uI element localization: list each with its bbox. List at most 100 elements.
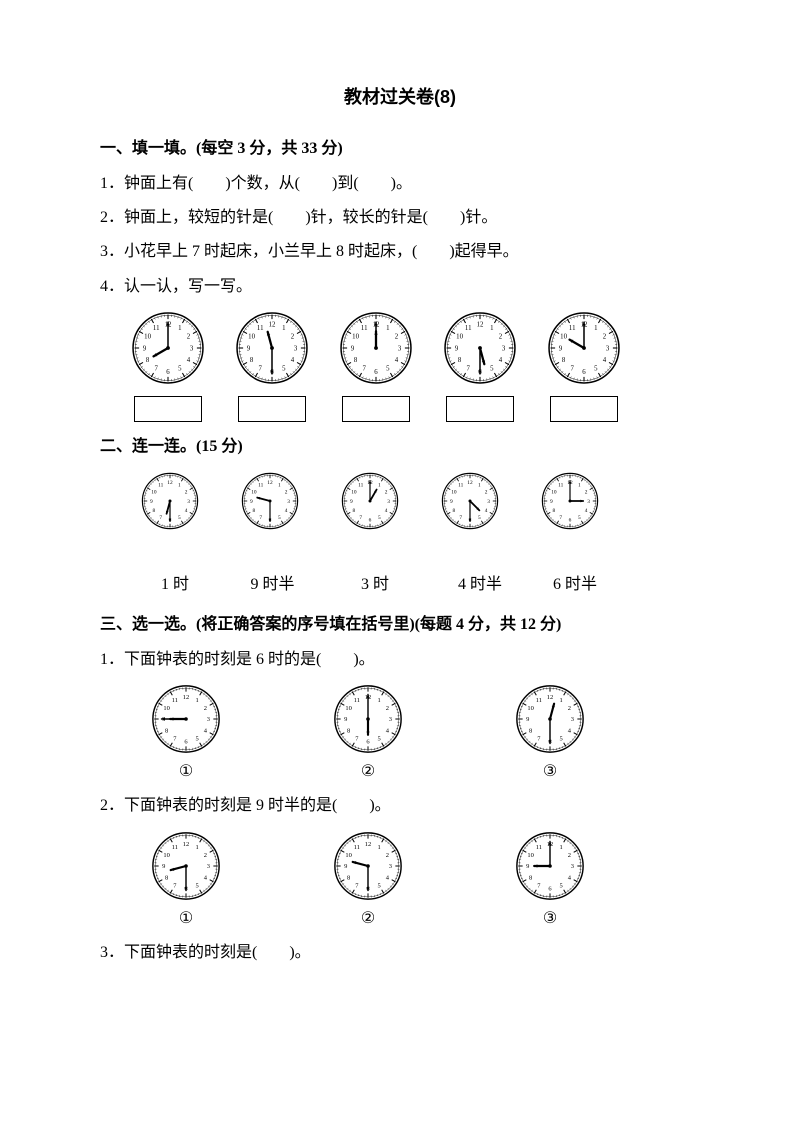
svg-text:5: 5 [196,736,199,743]
svg-text:5: 5 [378,514,381,520]
svg-text:8: 8 [146,357,150,364]
svg-text:5: 5 [478,514,481,520]
svg-text:3: 3 [587,498,590,504]
s2-clock-5: 121234567891011 [540,471,600,542]
svg-text:5: 5 [196,882,199,889]
answer-box[interactable] [342,396,410,422]
svg-text:5: 5 [178,366,182,373]
s2-label-3: 3 时 [325,570,425,600]
svg-text:2: 2 [204,705,207,712]
svg-text:5: 5 [178,514,181,520]
option-label: ② [361,757,375,787]
svg-text:9: 9 [250,498,253,504]
q3-3: 3．下面钟表的时刻是( )。 [100,938,700,968]
svg-text:3: 3 [287,498,290,504]
svg-text:12: 12 [183,694,189,701]
svg-text:8: 8 [347,874,350,881]
svg-text:8: 8 [165,874,168,881]
svg-text:5: 5 [594,366,598,373]
page-title: 教材过关卷(8) [100,80,700,114]
svg-text:6: 6 [166,369,170,376]
svg-text:12: 12 [183,841,189,848]
s2-clock-row: 1212345678910111212345678910111212345678… [140,471,700,542]
svg-text:11: 11 [558,482,563,488]
svg-text:6: 6 [374,369,378,376]
svg-text:2: 2 [499,334,503,341]
svg-text:2: 2 [185,489,188,495]
option-label: ① [179,757,193,787]
svg-text:4: 4 [291,357,295,364]
s1-clock-4: 121234567891011 [442,310,518,422]
svg-text:1: 1 [378,844,381,851]
svg-text:1: 1 [378,697,381,704]
svg-text:11: 11 [158,482,163,488]
svg-text:11: 11 [358,482,363,488]
answer-box[interactable] [134,396,202,422]
svg-text:9: 9 [526,716,529,723]
svg-text:8: 8 [347,727,350,734]
q1-4: 4．认一认，写一写。 [100,272,700,302]
svg-text:8: 8 [153,508,156,514]
svg-text:7: 7 [571,366,575,373]
svg-text:7: 7 [559,514,562,520]
svg-text:9: 9 [247,345,251,352]
section1-heading: 一、填一填。(每空 3 分，共 33 分) [100,134,700,164]
svg-text:12: 12 [365,841,371,848]
svg-text:5: 5 [578,514,581,520]
svg-text:2: 2 [187,334,191,341]
svg-text:4: 4 [185,508,188,514]
s2-label-row: 1 时9 时半3 时4 时半6 时半 [130,570,700,600]
svg-text:11: 11 [354,844,360,851]
svg-text:6: 6 [569,517,572,523]
svg-text:1: 1 [594,325,597,332]
answer-box[interactable] [446,396,514,422]
section3-heading: 三、选一选。(将正确答案的序号填在括号里)(每题 4 分，共 12 分) [100,610,700,640]
s1-clock-5: 121234567891011 [546,310,622,422]
svg-text:9: 9 [350,498,353,504]
s3q2-opt-3: 121234567891011③ [514,830,586,934]
svg-text:10: 10 [527,852,533,859]
svg-text:9: 9 [450,498,453,504]
svg-text:1: 1 [178,482,181,488]
svg-text:7: 7 [155,366,159,373]
svg-text:6: 6 [582,369,586,376]
q3-2: 2．下面钟表的时刻是 9 时半的是( )。 [100,791,700,821]
svg-text:4: 4 [485,508,488,514]
svg-text:11: 11 [465,325,472,332]
svg-text:2: 2 [585,489,588,495]
svg-text:1: 1 [478,482,481,488]
s1-clock-2: 121234567891011 [234,310,310,422]
answer-box[interactable] [238,396,306,422]
svg-text:7: 7 [259,366,263,373]
svg-text:2: 2 [603,334,607,341]
svg-text:4: 4 [585,508,588,514]
svg-text:3: 3 [571,716,574,723]
q1-2: 2．钟面上，较短的针是( )针，较长的针是( )针。 [100,203,700,233]
svg-text:1: 1 [378,482,381,488]
svg-text:9: 9 [526,863,529,870]
svg-text:10: 10 [248,334,255,341]
svg-text:3: 3 [398,345,402,352]
svg-text:2: 2 [386,852,389,859]
svg-text:10: 10 [345,852,351,859]
svg-text:11: 11 [536,844,542,851]
s3q2-opt-1: 121234567891011① [150,830,222,934]
s2-clock-3: 121234567891011 [340,471,400,542]
svg-text:7: 7 [467,366,471,373]
svg-text:7: 7 [359,514,362,520]
svg-text:9: 9 [143,345,147,352]
svg-text:5: 5 [386,366,390,373]
answer-box[interactable] [550,396,618,422]
svg-text:2: 2 [285,489,288,495]
svg-text:10: 10 [551,489,557,495]
s3q1-opt-2: 121234567891011② [332,683,404,787]
svg-text:2: 2 [568,705,571,712]
svg-text:7: 7 [159,514,162,520]
s3q1-opt-1: 121234567891011① [150,683,222,787]
svg-text:1: 1 [178,325,181,332]
svg-text:2: 2 [385,489,388,495]
svg-text:5: 5 [378,882,381,889]
svg-text:10: 10 [456,334,463,341]
svg-text:4: 4 [499,357,503,364]
svg-text:12: 12 [467,480,473,486]
